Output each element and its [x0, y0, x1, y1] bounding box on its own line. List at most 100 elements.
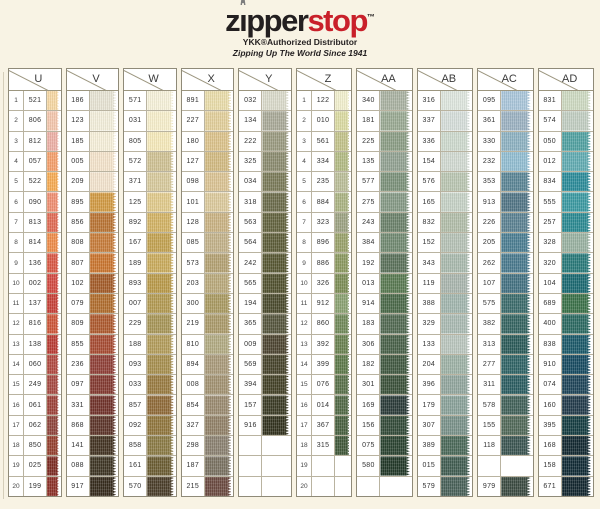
fabric-swatch: [89, 314, 117, 334]
color-code: 832: [418, 212, 441, 233]
swatch-cell: [501, 151, 533, 172]
fabric-swatch: [561, 476, 592, 496]
fabric-swatch: [561, 172, 592, 192]
fabric-swatch: [262, 334, 289, 354]
swatch-row: 127: [181, 151, 234, 173]
fabric-swatch: [440, 273, 471, 293]
swatch-cell: [89, 192, 119, 212]
fabric-swatch: [335, 293, 350, 314]
swatch-row: 227: [181, 111, 234, 132]
color-code: 301: [357, 375, 381, 395]
fabric-swatch: [204, 111, 232, 131]
fabric-swatch: [440, 314, 471, 334]
color-code: 580: [357, 456, 381, 476]
swatch-row: 12 860: [297, 314, 352, 335]
swatch-row: 892: [124, 212, 176, 234]
color-code: 857: [124, 395, 148, 415]
swatch-cell: [501, 131, 533, 151]
column-body: 891 227 180 127 098 101 128 085 573 203 300 219 810 8…: [181, 91, 234, 496]
fabric-swatch: [380, 151, 410, 172]
column-letter: AC: [501, 73, 517, 85]
swatch-row: 008: [181, 375, 234, 396]
color-code: 313: [478, 334, 502, 354]
swatch-cell: [89, 415, 119, 436]
swatch-cell: [47, 233, 61, 253]
swatch-cell: [204, 253, 234, 273]
column-header-Y: Y: [239, 69, 291, 91]
swatch-cell: [262, 354, 291, 375]
fabric-swatch: [380, 375, 410, 395]
swatch-row: 16 061: [9, 395, 61, 416]
swatch-row: 3 561: [297, 131, 352, 152]
color-code: 009: [239, 334, 263, 354]
swatch-cell: [89, 151, 119, 172]
fabric-swatch: [561, 334, 592, 354]
fabric-swatch: [147, 334, 174, 354]
fabric-swatch: [335, 415, 350, 436]
row-number: 7: [297, 212, 312, 233]
fabric-swatch: [204, 273, 232, 293]
column-letter: V: [92, 73, 100, 85]
swatch-cell: [47, 91, 61, 111]
color-code: 187: [182, 456, 205, 476]
swatch-row: 232: [478, 151, 533, 173]
swatch-cell: [147, 415, 176, 436]
swatch-row: 243: [357, 212, 412, 234]
color-code: 168: [539, 436, 562, 456]
swatch-cell: [147, 91, 176, 111]
color-code: 884: [312, 192, 335, 212]
row-number: 19: [297, 456, 312, 476]
color-code: 180: [182, 131, 205, 151]
swatch-cell: [440, 476, 473, 496]
swatch-cell: [262, 273, 291, 293]
column-body: 316 337 336 154 576 165 832 152 343 119 388 329 133 2…: [417, 91, 473, 496]
color-code: 165: [418, 192, 441, 212]
swatch-row: 2 010: [297, 111, 352, 132]
fabric-swatch: [204, 375, 232, 395]
color-code: 334: [312, 151, 335, 172]
swatch-row: 1 521: [9, 91, 61, 112]
fabric-swatch: [561, 415, 592, 436]
fabric-swatch: [501, 91, 531, 111]
fabric-swatch: [204, 415, 232, 436]
swatch-row: 181: [357, 111, 412, 132]
fabric-swatch: [380, 436, 410, 456]
swatch-cell: [440, 233, 473, 253]
color-code: 353: [478, 172, 502, 192]
color-code: 331: [67, 395, 90, 415]
fabric-swatch: [561, 233, 592, 253]
fabric-swatch: [262, 415, 289, 436]
color-code: 050: [539, 131, 562, 151]
color-code: 236: [67, 354, 90, 375]
swatch-cell: [262, 375, 291, 395]
color-code: 098: [182, 172, 205, 192]
color-code: 222: [239, 131, 263, 151]
swatch-cell: [440, 293, 473, 314]
swatch-row: 088: [66, 456, 119, 477]
swatch-cell: [380, 436, 412, 456]
color-code: 088: [67, 456, 90, 476]
swatch-row: 832: [417, 212, 473, 234]
color-code: 160: [539, 395, 562, 415]
fabric-swatch: [380, 273, 410, 293]
color-code: 382: [478, 314, 502, 334]
column-body: 186 123 185 005 209 895 856 808 807 102 079 809 855 2…: [66, 91, 119, 496]
swatch-row: 161: [124, 456, 176, 477]
column-group-AA: AA 340 181 225 135 577 275 243 384 192 013 914 183 30…: [356, 68, 413, 497]
color-code: 275: [357, 192, 381, 212]
swatch-cell: [380, 192, 412, 212]
fabric-swatch: [147, 375, 174, 395]
swatch-row: 2 806: [9, 111, 61, 132]
color-code: 133: [418, 334, 441, 354]
swatch-row: 808: [66, 233, 119, 254]
swatch-cell: [561, 212, 594, 233]
swatch-cell: [380, 212, 412, 233]
swatch-row: 18 315: [297, 436, 352, 457]
swatch-row: 400: [538, 314, 594, 335]
swatch-row: 575: [478, 293, 533, 315]
fabric-swatch: [89, 293, 117, 314]
swatch-cell: [561, 111, 594, 131]
fabric-swatch: [89, 456, 117, 476]
row-number: 20: [297, 476, 312, 496]
swatch-row: 569: [239, 354, 291, 376]
